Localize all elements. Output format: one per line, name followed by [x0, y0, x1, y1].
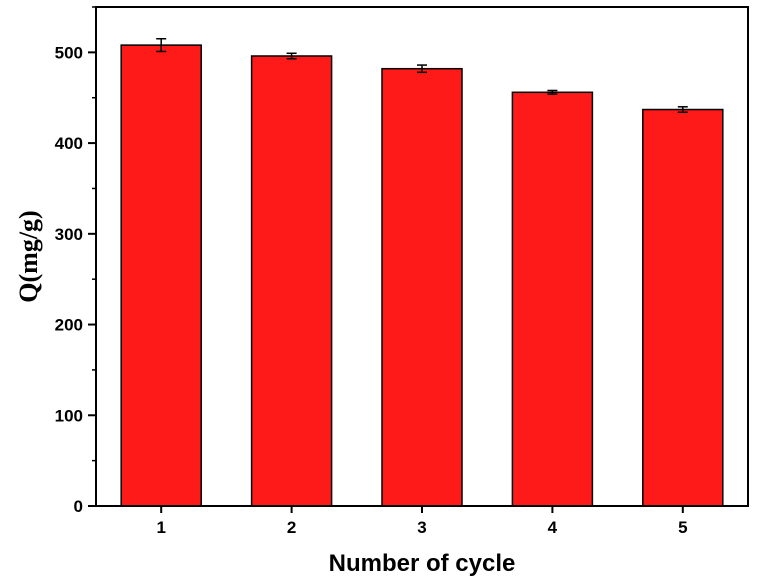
- bar-cycle-1: [120, 44, 202, 507]
- x-axis-ticks: 1 2 3 4 5: [156, 506, 688, 537]
- y-tick-label: 300: [55, 225, 83, 244]
- y-tick-label: 200: [55, 316, 83, 335]
- bar-cycle-2: [250, 55, 333, 507]
- y-tick-label: 400: [55, 134, 83, 153]
- y-axis-title: Q(mg/g): [14, 210, 43, 302]
- x-tick-label: 1: [156, 518, 165, 537]
- bar-cycle-4: [511, 91, 594, 507]
- error-bar-cycle-3: [417, 64, 427, 74]
- bars-group: [120, 44, 724, 507]
- bar-cycle-3: [381, 67, 463, 507]
- y-tick-label: 500: [55, 43, 83, 62]
- x-tick-label: 3: [417, 518, 426, 537]
- y-tick-label: 100: [55, 406, 83, 425]
- y-tick-label: 0: [74, 497, 83, 516]
- bar-cycle-5: [642, 108, 724, 507]
- error-bar-cycle-1: [156, 38, 167, 53]
- x-axis-title: Number of cycle: [329, 550, 516, 577]
- x-tick-label: 4: [548, 518, 558, 537]
- y-axis-ticks: 0 100 200 300 400 500: [55, 6, 96, 516]
- error-bars-group: [156, 38, 688, 113]
- x-tick-label: 2: [287, 518, 296, 537]
- error-bar-cycle-2: [286, 52, 297, 60]
- x-tick-label: 5: [678, 518, 687, 537]
- error-bar-cycle-4: [547, 89, 558, 95]
- error-bar-cycle-5: [677, 106, 688, 113]
